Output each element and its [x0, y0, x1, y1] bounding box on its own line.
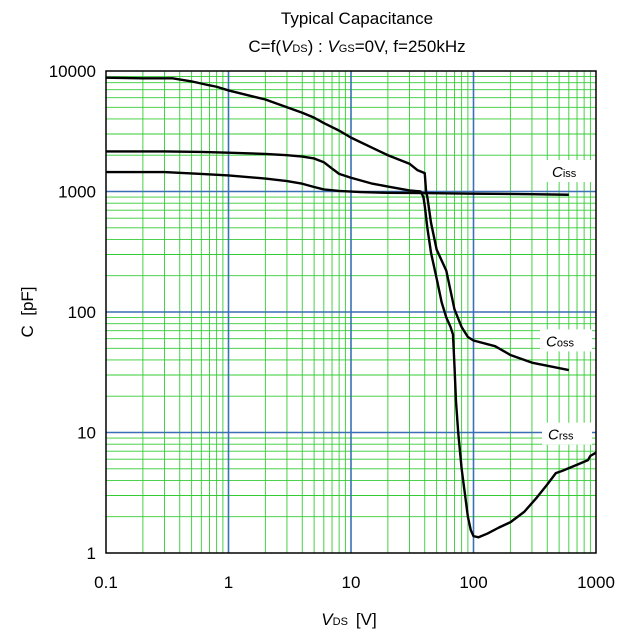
chart-title: Typical Capacitance: [281, 9, 433, 28]
series-label-sub: iss: [563, 168, 577, 180]
x-axis-label-var: V: [321, 610, 334, 629]
y-tick-label: 1: [87, 544, 96, 563]
series-label-main: C: [548, 427, 559, 444]
y-tick-labels: 1 10 100 1000 10000: [49, 62, 96, 563]
series-label-bg: [546, 160, 592, 183]
x-tick-label: 0.1: [94, 573, 118, 592]
series-label-bg: [542, 422, 592, 445]
subtitle-var1: V: [281, 37, 294, 56]
plot-area-border: [105, 70, 597, 554]
subtitle-var2: V: [327, 37, 340, 56]
y-axis-label: C [pF]: [18, 286, 37, 337]
series-label-ciss: Ciss: [552, 164, 577, 181]
series-label-main: C: [552, 164, 563, 181]
series-label-bg: [540, 329, 592, 352]
series-label-crss: Crss: [548, 427, 574, 444]
series-line-ciss: [106, 170, 569, 196]
y-tick-label: 10000: [49, 62, 96, 81]
subtitle-suffix: =0V, f=250kHz: [355, 37, 466, 56]
x-tick-label: 10: [342, 573, 361, 592]
x-tick-labels: 0.1 1 10 100 1000: [94, 573, 615, 592]
subtitle-var1-sub: DS: [292, 43, 307, 55]
x-axis-label-sub: DS: [333, 616, 348, 628]
y-tick-label: 10: [77, 424, 96, 443]
series-line-crss: [106, 150, 597, 539]
x-tick-label: 1000: [577, 573, 615, 592]
x-axis-label: VDS [V]: [321, 610, 376, 629]
subtitle-mid: ) :: [308, 37, 328, 56]
major-grid: [106, 71, 596, 553]
series-label-sub: oss: [557, 337, 575, 349]
series-label-sub: rss: [559, 431, 574, 443]
x-tick-label: 100: [459, 573, 487, 592]
subtitle-var2-sub: GS: [339, 43, 355, 55]
x-tick-label: 1: [224, 573, 233, 592]
y-tick-label: 100: [68, 303, 96, 322]
chart-subtitle: C=f(VDS) : VGS=0V, f=250kHz: [248, 37, 465, 56]
series-label-main: C: [546, 333, 557, 350]
series-layer: [105, 76, 597, 539]
subtitle-prefix: C=f(: [248, 37, 281, 56]
series-label-coss: Coss: [546, 333, 574, 350]
x-axis-label-unit: [V]: [356, 610, 377, 629]
series-line-coss: [105, 76, 570, 372]
y-tick-label: 1000: [58, 183, 96, 202]
